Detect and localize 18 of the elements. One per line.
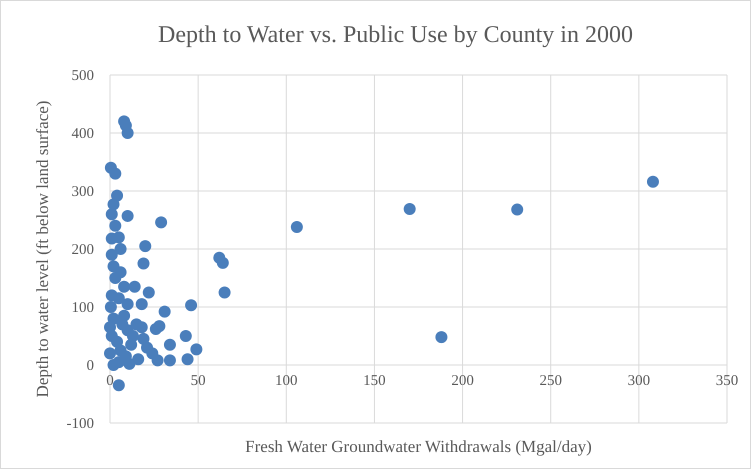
y-tick-label: 500 — [72, 68, 94, 84]
chart-title: Depth to Water vs. Public Use by County in 2000 — [158, 22, 633, 48]
x-tick-label: 100 — [275, 373, 298, 389]
y-tick-label: 200 — [72, 242, 94, 258]
x-axis-title: Fresh Water Groundwater Withdrawals (Mgal/day) — [245, 437, 592, 456]
y-axis-title: Depth to water level (ft below land surface) — [33, 100, 52, 398]
y-tick-label: -100 — [66, 416, 94, 432]
x-tick-label: 150 — [363, 373, 386, 389]
x-tick-label: 250 — [539, 373, 562, 389]
x-tick-label: 200 — [451, 373, 474, 389]
x-tick-label: 350 — [716, 373, 738, 389]
x-tick-label: 50 — [190, 373, 206, 389]
x-tick-label: 300 — [628, 373, 650, 389]
x-tick-label: 0 — [106, 373, 114, 389]
y-tick-label: 400 — [72, 126, 94, 142]
y-tick-label: 300 — [72, 184, 94, 200]
y-tick-label: 100 — [72, 300, 94, 316]
y-tick-label: 0 — [86, 358, 94, 374]
